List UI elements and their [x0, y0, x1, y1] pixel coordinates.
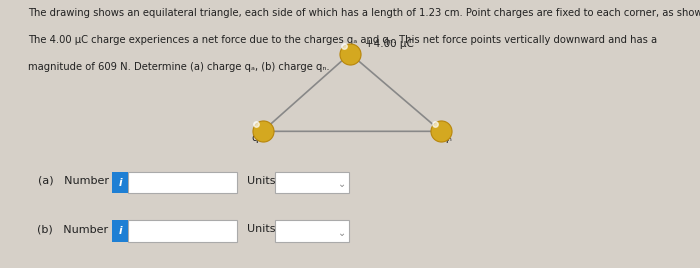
Text: magnitude of 609 N. Determine (a) charge qₐ, (b) charge qₙ.: magnitude of 609 N. Determine (a) charge… — [28, 62, 330, 72]
Text: The drawing shows an equilateral triangle, each side of which has a length of 1.: The drawing shows an equilateral triangl… — [28, 8, 700, 18]
Text: Units: Units — [247, 224, 276, 234]
Text: ⌄: ⌄ — [337, 228, 346, 238]
FancyBboxPatch shape — [128, 172, 237, 193]
Text: (a)   Number: (a) Number — [38, 176, 108, 186]
Text: qₐ: qₐ — [251, 133, 262, 143]
FancyBboxPatch shape — [112, 220, 128, 242]
Text: i: i — [118, 226, 122, 236]
FancyBboxPatch shape — [112, 172, 128, 193]
Text: (b)   Number: (b) Number — [37, 224, 108, 234]
Text: ⌄: ⌄ — [337, 179, 346, 189]
Point — [251, 122, 262, 126]
FancyBboxPatch shape — [275, 220, 349, 242]
Text: i: i — [118, 178, 122, 188]
Text: Units: Units — [247, 176, 276, 186]
Point — [338, 44, 349, 48]
Point — [435, 129, 447, 133]
Text: qₙ: qₙ — [441, 133, 452, 143]
FancyBboxPatch shape — [275, 172, 349, 193]
FancyBboxPatch shape — [128, 220, 237, 242]
Point — [344, 51, 356, 56]
Text: +4.00 μC: +4.00 μC — [365, 39, 414, 49]
Text: The 4.00 μC charge experiences a net force due to the charges qₐ and qₙ. This ne: The 4.00 μC charge experiences a net for… — [28, 35, 657, 45]
Point — [429, 122, 440, 126]
Point — [257, 129, 268, 133]
